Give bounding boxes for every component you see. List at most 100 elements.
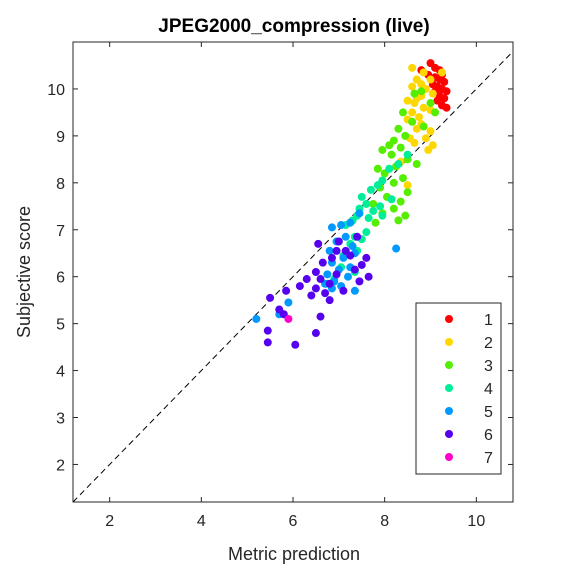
data-point-series-3 [426,99,435,108]
data-point-series-5 [325,246,334,255]
data-point-series-2 [426,127,435,136]
data-point-series-3 [408,117,417,126]
data-point-series-4 [366,185,375,194]
data-point-series-3 [417,87,426,96]
legend-marker-7 [445,453,453,461]
data-point-series-4 [362,228,371,237]
data-point-series-6 [353,232,362,241]
legend-label-2: 2 [484,335,493,352]
data-point-series-4 [369,206,378,215]
data-point-series-3 [378,145,387,154]
data-point-series-6 [307,291,316,300]
chart-title: JPEG2000_compression (live) [158,16,429,37]
data-point-series-6 [346,251,355,260]
data-point-series-3 [394,216,403,225]
y-tick-label: 9 [56,129,65,146]
data-point-series-7 [284,314,293,323]
data-point-series-6 [311,284,320,293]
data-point-series-6 [325,296,334,305]
data-point-series-4 [373,181,382,190]
data-point-series-4 [364,214,373,223]
data-point-series-3 [431,108,440,117]
legend-label-6: 6 [484,427,493,444]
y-tick-label: 5 [56,317,65,334]
data-point-series-5 [348,242,357,251]
legend-marker-4 [445,384,453,392]
data-point-series-2 [419,103,428,112]
x-tick-label: 2 [105,513,114,530]
data-point-series-3 [389,204,398,213]
data-point-series-3 [396,197,405,206]
legend-label-5: 5 [484,404,493,421]
x-tick-label: 4 [197,513,206,530]
y-tick-label: 10 [47,82,65,99]
data-point-series-6 [302,275,311,284]
data-point-series-4 [394,160,403,169]
data-point-series-6 [355,277,364,286]
data-point-series-2 [410,99,419,108]
data-point-series-4 [376,202,385,211]
data-point-series-3 [389,178,398,187]
data-point-series-6 [263,338,272,347]
data-point-series-6 [311,268,320,276]
data-point-series-5 [355,209,364,218]
data-point-series-1 [440,77,449,86]
data-point-series-3 [401,211,410,220]
y-tick-label: 7 [56,223,65,240]
data-point-series-6 [357,260,366,269]
data-point-series-5 [341,232,350,241]
data-point-series-5 [346,218,355,227]
plot-area: 2 4 6 8 10 2 3 4 5 6 7 8 9 10 1 2 3 4 5 6 7 [47,41,514,530]
legend-label-4: 4 [484,381,493,398]
data-point-series-5 [337,221,346,230]
data-point-series-5 [327,223,336,232]
data-point-series-6 [263,326,272,335]
data-point-series-3 [385,141,394,150]
data-point-series-2 [421,134,430,143]
data-point-series-3 [369,199,378,208]
data-point-series-3 [399,108,407,117]
data-point-series-5 [284,298,293,307]
data-point-series-3 [396,143,405,152]
data-point-series-3 [401,131,410,140]
data-point-series-5 [350,286,359,295]
data-point-series-4 [403,150,412,159]
data-point-series-6 [332,270,341,279]
data-point-series-4 [362,199,371,208]
data-point-series-1 [442,103,451,112]
data-point-series-3 [410,89,419,98]
y-tick-label: 2 [56,457,65,474]
legend-label-1: 1 [484,312,493,329]
data-point-series-6 [332,246,341,255]
data-point-series-6 [321,289,330,298]
y-tick-label: 8 [56,176,65,193]
data-point-series-3 [412,160,421,169]
legend-label-7: 7 [484,450,493,467]
data-point-series-2 [426,75,435,84]
legend-marker-6 [445,430,453,438]
data-point-series-4 [357,192,366,201]
data-point-series-6 [314,239,323,248]
data-point-series-2 [408,82,417,91]
legend-label-3: 3 [484,358,493,375]
data-point-series-6 [350,265,359,274]
x-tick-label: 8 [380,513,389,530]
data-point-series-5 [392,244,401,253]
data-point-series-4 [378,211,387,220]
data-point-series-3 [387,150,396,159]
data-point-series-1 [442,87,451,96]
data-point-series-5 [252,314,261,323]
data-point-series-6 [311,329,320,338]
data-point-series-6 [282,286,291,295]
data-point-series-5 [344,272,352,281]
x-tick-label: 10 [467,513,485,530]
y-tick-label: 3 [56,411,65,428]
data-point-series-3 [373,164,382,173]
data-point-series-5 [339,253,348,262]
data-point-series-6 [364,272,373,281]
data-point-series-2 [424,145,433,154]
data-point-series-2 [410,138,419,147]
legend-marker-1 [445,315,453,323]
